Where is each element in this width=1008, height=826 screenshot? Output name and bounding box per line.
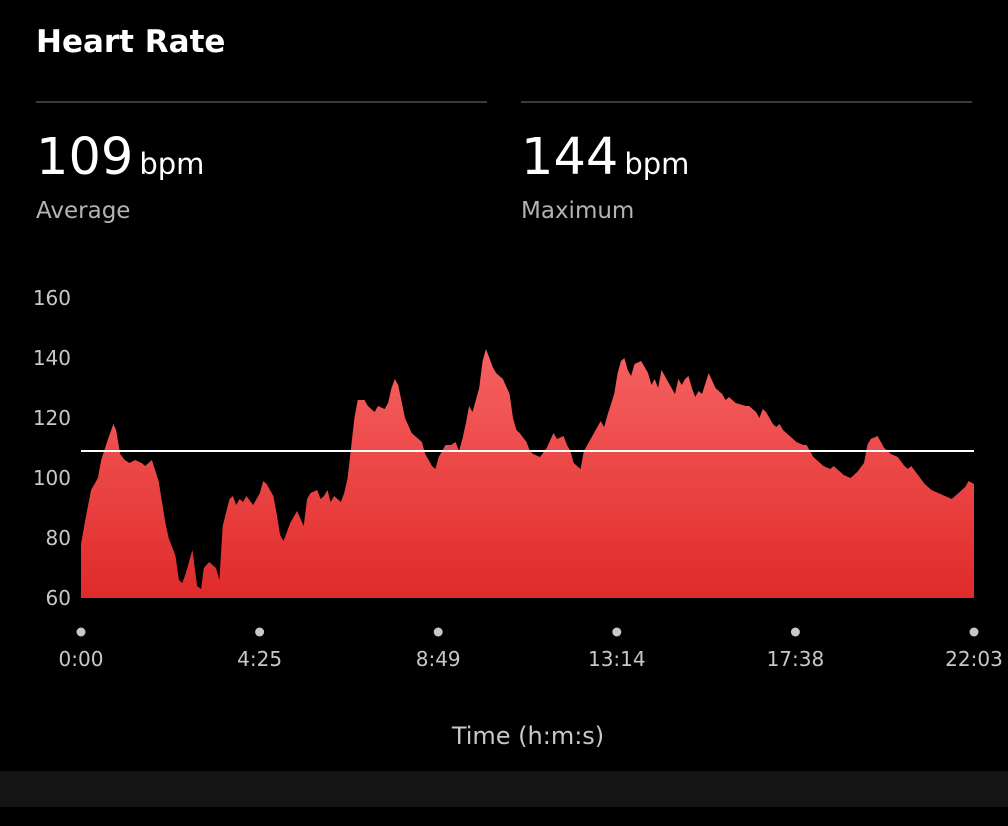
heart-rate-chart: 160 140 120 100 80 60 0:00 4:25 8:49 13:14 17:38 2…	[33, 286, 1003, 750]
y-tick-label: 100	[33, 466, 71, 490]
maximum-unit: bpm	[624, 147, 690, 181]
x-tick-dot	[969, 627, 979, 637]
x-tick-label: 8:49	[416, 647, 461, 671]
x-tick-label: 13:14	[588, 647, 646, 671]
y-tick-label: 80	[46, 526, 71, 550]
x-tick-dot	[76, 627, 86, 637]
x-tick-dot	[433, 627, 443, 637]
maximum-label: Maximum	[521, 198, 635, 224]
average-stat: 109 bpm Average	[36, 128, 204, 224]
average-value: 109	[36, 128, 134, 187]
y-tick-label: 160	[33, 286, 71, 310]
x-tick-dot	[255, 627, 265, 637]
x-tick-label: 22:03	[945, 647, 1003, 671]
stat-divider-right	[521, 101, 972, 103]
y-tick-label: 120	[33, 406, 71, 430]
average-unit: bpm	[139, 147, 205, 181]
maximum-stat: 144 bpm Maximum	[521, 128, 689, 224]
stat-divider-left	[36, 101, 487, 103]
heart-rate-area	[81, 349, 974, 598]
average-label: Average	[36, 198, 131, 224]
x-tick-label: 4:25	[237, 647, 282, 671]
y-tick-label: 60	[46, 586, 71, 610]
x-axis-title: Time (h:m:s)	[451, 722, 604, 750]
bottom-bar	[0, 771, 1008, 807]
x-tick-label: 17:38	[767, 647, 825, 671]
page-title: Heart Rate	[36, 24, 226, 60]
maximum-value: 144	[521, 128, 619, 187]
x-axis: 0:00 4:25 8:49 13:14 17:38 22:03	[59, 627, 1003, 671]
y-tick-label: 140	[33, 346, 71, 370]
x-tick-label: 0:00	[59, 647, 104, 671]
x-tick-dot	[790, 627, 800, 637]
x-tick-dot	[612, 627, 622, 637]
y-axis: 160 140 120 100 80 60	[33, 286, 71, 610]
